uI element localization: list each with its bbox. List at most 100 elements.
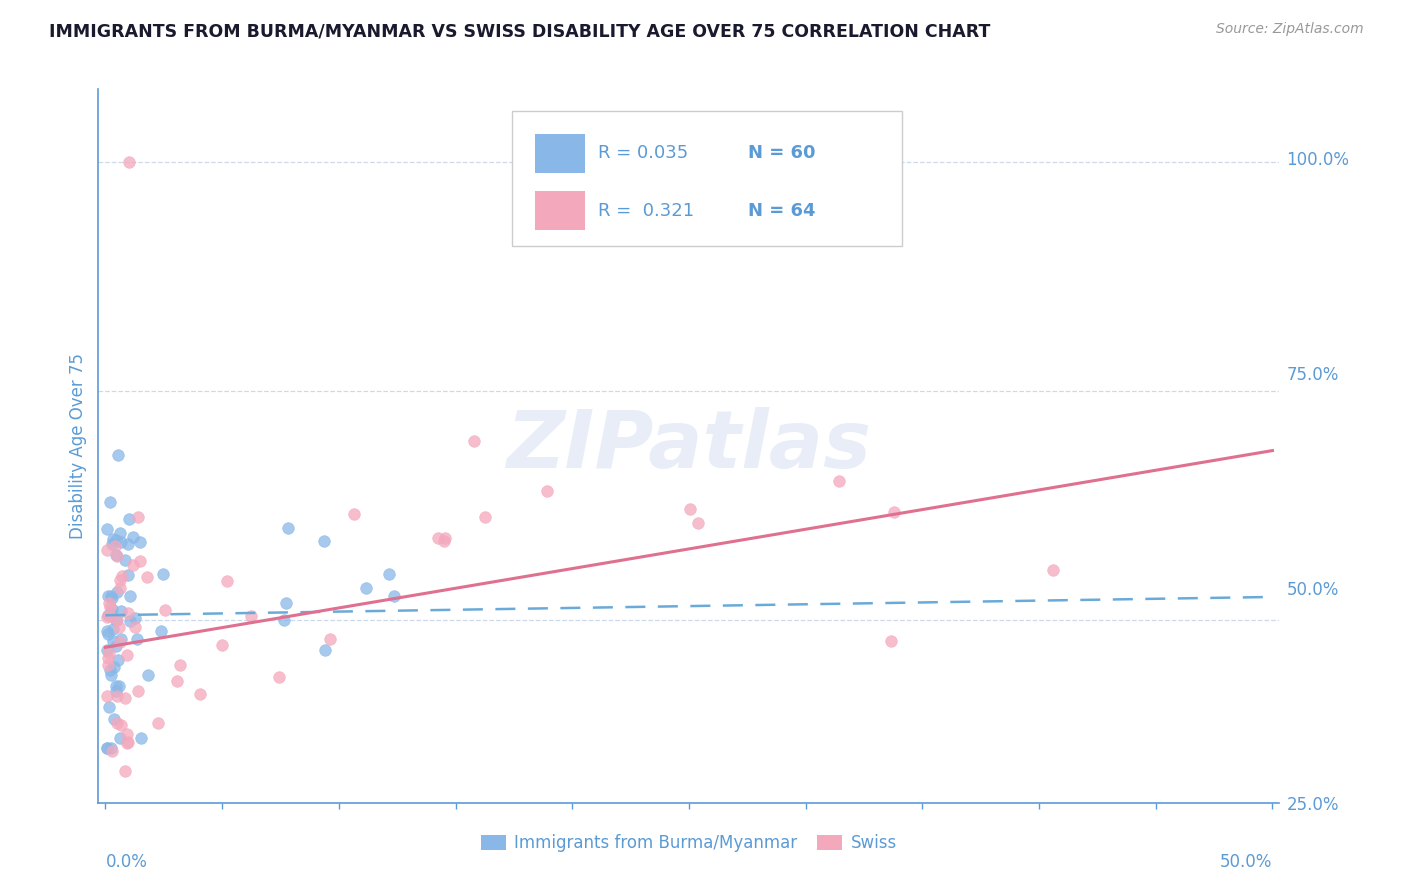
Point [96,805,118,820]
Point [115,727,138,741]
Point [169,658,191,673]
Point [117,735,139,749]
Point [120,589,142,603]
Point [104,539,127,553]
Point [184,810,207,824]
Point [107,584,129,599]
Point [128,534,150,549]
Point [98,600,121,615]
Point [107,864,129,879]
Point [115,736,138,750]
Point [880,634,903,648]
Text: R =  0.321: R = 0.321 [598,202,695,219]
Point [127,684,149,698]
Point [153,602,176,616]
Legend: Immigrants from Burma/Myanmar, Swiss: Immigrants from Burma/Myanmar, Swiss [474,828,904,859]
Point [115,648,138,662]
Point [97,651,120,665]
Point [97,657,120,672]
Point [110,632,132,646]
Point [100,607,122,621]
Point [122,558,145,573]
Text: 50.0%: 50.0% [1220,853,1272,871]
Point [269,670,291,684]
Point [434,531,457,545]
Point [120,614,142,628]
Point [343,507,366,521]
Point [117,568,139,582]
Point [105,715,128,730]
Point [427,531,450,545]
Point [122,530,145,544]
Point [97,700,120,714]
Point [101,744,124,758]
Point [101,591,124,606]
Point [97,589,120,603]
Point [273,613,295,627]
Point [1042,563,1064,577]
Point [107,448,129,462]
Point [97,626,120,640]
Point [136,569,159,583]
Point [96,740,118,755]
Point [152,567,174,582]
Text: N = 60: N = 60 [748,145,815,162]
Point [129,731,152,746]
Point [103,660,125,674]
Point [108,679,131,693]
Point [103,712,125,726]
Point [215,574,238,588]
Point [105,689,128,703]
Point [276,595,298,609]
Point [474,509,496,524]
Point [104,639,127,653]
Point [98,646,121,660]
Point [114,553,136,567]
Point [96,610,118,624]
Point [678,502,700,516]
Point [536,483,558,498]
Point [382,589,405,603]
Point [104,684,127,698]
Point [108,731,131,745]
Point [145,804,167,818]
Point [108,635,131,649]
Point [319,632,342,646]
Point [97,608,120,623]
Point [828,474,851,488]
Point [108,526,131,541]
Point [100,668,122,682]
Point [98,494,121,508]
Point [166,674,188,689]
FancyBboxPatch shape [536,191,585,230]
Point [114,691,136,706]
Point [96,740,118,755]
Point [149,624,172,639]
Y-axis label: Disability Age Over 75: Disability Age Over 75 [69,353,87,539]
Point [111,569,134,583]
Point [110,535,132,549]
Point [883,505,905,519]
Point [105,679,128,693]
Point [239,609,262,624]
Point [136,668,159,682]
Point [96,689,118,703]
Point [96,522,118,536]
Point [114,764,136,778]
Point [98,663,121,677]
Point [108,619,131,633]
Point [105,613,128,627]
Point [160,852,183,866]
Text: R = 0.035: R = 0.035 [598,145,689,162]
Point [124,620,146,634]
Point [128,554,150,568]
Point [314,643,336,657]
Point [105,533,128,547]
FancyBboxPatch shape [536,134,585,173]
Point [101,634,124,648]
Point [432,533,454,548]
Point [110,718,132,732]
Point [125,632,148,647]
Point [100,589,122,603]
Point [117,537,139,551]
